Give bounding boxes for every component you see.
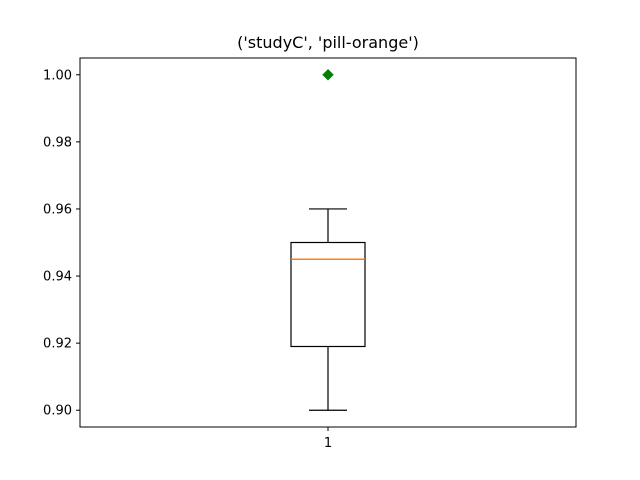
box-series	[290, 69, 366, 411]
y-axis: 0.90 0.92 0.94 0.96 0.98 1.00	[43, 68, 80, 419]
x-axis: 1	[324, 427, 332, 451]
y-tick-label: 1.00	[43, 68, 72, 83]
flier-point	[322, 69, 334, 81]
y-tick-label: 0.96	[43, 202, 72, 217]
chart-title: ('studyC', 'pill-orange')	[237, 33, 419, 52]
y-tick-label: 0.92	[43, 337, 72, 352]
y-tick-label: 0.94	[43, 270, 72, 285]
box-iqr	[290, 241, 366, 348]
y-tick-label: 0.90	[43, 404, 72, 419]
x-tick-label: 1	[324, 436, 332, 451]
y-tick-label: 0.98	[43, 135, 72, 150]
